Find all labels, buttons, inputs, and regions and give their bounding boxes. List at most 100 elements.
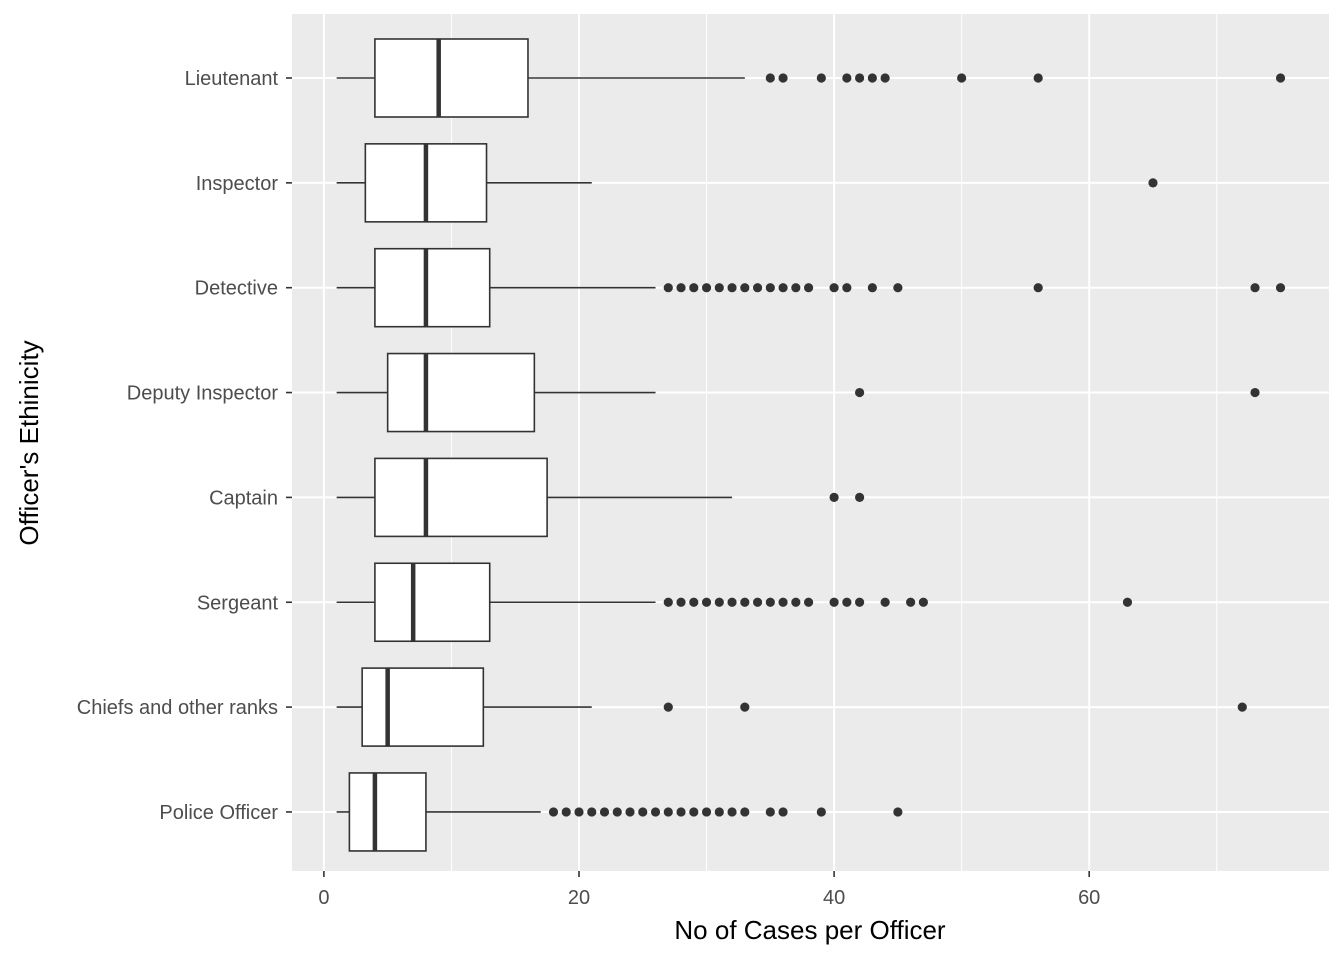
y-tick-label: Sergeant	[197, 592, 279, 614]
outlier-point	[880, 73, 890, 83]
outlier-point	[791, 283, 801, 293]
outlier-point	[842, 283, 852, 293]
y-axis: Lieutenant Inspector Detective Deputy Inspe…	[77, 68, 292, 824]
outlier-point	[765, 283, 775, 293]
outlier-point	[791, 597, 801, 607]
outlier-point	[676, 597, 686, 607]
outlier-point	[701, 807, 712, 817]
box-iqr	[374, 457, 548, 538]
outlier-point	[816, 73, 826, 83]
outlier-point	[893, 807, 903, 817]
outlier-point	[587, 807, 597, 817]
outlier-point	[740, 283, 750, 293]
outlier-point	[778, 283, 788, 293]
outlier-point	[816, 807, 826, 817]
outlier-point	[701, 597, 712, 607]
box-police-officer	[336, 772, 903, 852]
outlier-point	[1148, 178, 1158, 188]
outlier-point	[842, 597, 852, 607]
outlier-point	[957, 73, 967, 83]
outlier-point	[689, 283, 699, 293]
outlier-point	[740, 702, 750, 712]
box-iqr	[374, 38, 529, 118]
outlier-point	[855, 387, 865, 398]
box-chiefs-and-other-ranks	[336, 667, 1247, 747]
y-tick-label: Deputy Inspector	[127, 383, 279, 405]
box-lieutenant	[336, 38, 1286, 118]
outlier-point	[765, 597, 775, 607]
box-iqr	[348, 772, 427, 852]
outlier-point	[906, 597, 916, 607]
outlier-point	[714, 807, 724, 817]
x-axis-title: No of Cases per Officer	[674, 915, 946, 945]
outlier-point	[548, 807, 559, 817]
outlier-point	[752, 597, 763, 607]
outlier-point	[599, 807, 610, 817]
outlier-point	[663, 807, 673, 817]
x-axis: 0 20 40 60	[318, 871, 1100, 909]
outlier-point	[803, 283, 814, 293]
box-inspector	[336, 143, 1158, 223]
y-tick-label: Detective	[195, 278, 278, 300]
outlier-point	[663, 597, 673, 607]
outlier-point	[829, 492, 839, 502]
box-iqr	[374, 247, 491, 328]
y-tick-label: Inspector	[196, 173, 279, 195]
outlier-point	[663, 702, 673, 712]
outlier-point	[714, 597, 724, 607]
box-iqr	[374, 562, 491, 643]
outlier-point	[1250, 387, 1260, 398]
outlier-point	[740, 807, 750, 817]
box-iqr	[386, 352, 536, 433]
outlier-point	[701, 283, 712, 293]
outlier-point	[842, 73, 852, 83]
y-tick-label: Police Officer	[159, 802, 278, 824]
box-iqr	[361, 667, 485, 747]
y-tick-label: Lieutenant	[185, 68, 279, 90]
outlier-point	[714, 283, 724, 293]
box-captain	[336, 457, 865, 538]
outlier-point	[867, 283, 877, 293]
outlier-point	[1237, 702, 1247, 712]
outlier-point	[855, 597, 865, 607]
outlier-point	[663, 283, 673, 293]
outlier-point	[778, 807, 788, 817]
box-deputy-inspector	[336, 352, 1260, 433]
x-tick-label: 60	[1078, 887, 1100, 909]
outlier-point	[727, 283, 737, 293]
outlier-point	[561, 807, 571, 817]
y-axis-title: Officer's Ethinicity	[14, 340, 44, 545]
x-tick-label: 40	[823, 887, 845, 909]
box-sergeant	[336, 562, 1133, 643]
outlier-point	[689, 807, 699, 817]
outlier-point	[1275, 73, 1286, 83]
outlier-point	[1033, 73, 1043, 83]
outlier-point	[778, 597, 788, 607]
outlier-point	[689, 597, 699, 607]
y-tick-label: Captain	[209, 487, 278, 509]
outlier-point	[676, 283, 686, 293]
outlier-point	[650, 807, 661, 817]
outlier-point	[1033, 283, 1043, 293]
outlier-point	[778, 73, 788, 83]
outlier-point	[855, 73, 865, 83]
box-detective	[336, 247, 1286, 328]
outlier-point	[1250, 283, 1260, 293]
outlier-point	[740, 597, 750, 607]
x-tick-label: 20	[568, 887, 590, 909]
outlier-point	[829, 283, 839, 293]
outlier-point	[727, 597, 737, 607]
outlier-point	[625, 807, 635, 817]
outlier-point	[893, 283, 903, 293]
outlier-point	[855, 492, 865, 502]
outlier-point	[803, 597, 814, 607]
outlier-point	[676, 807, 686, 817]
box-series	[336, 38, 1286, 852]
outlier-point	[918, 597, 928, 607]
outlier-point	[638, 807, 648, 817]
outlier-point	[765, 807, 775, 817]
outlier-point	[1275, 283, 1286, 293]
outlier-point	[1122, 597, 1133, 607]
outlier-point	[867, 73, 877, 83]
